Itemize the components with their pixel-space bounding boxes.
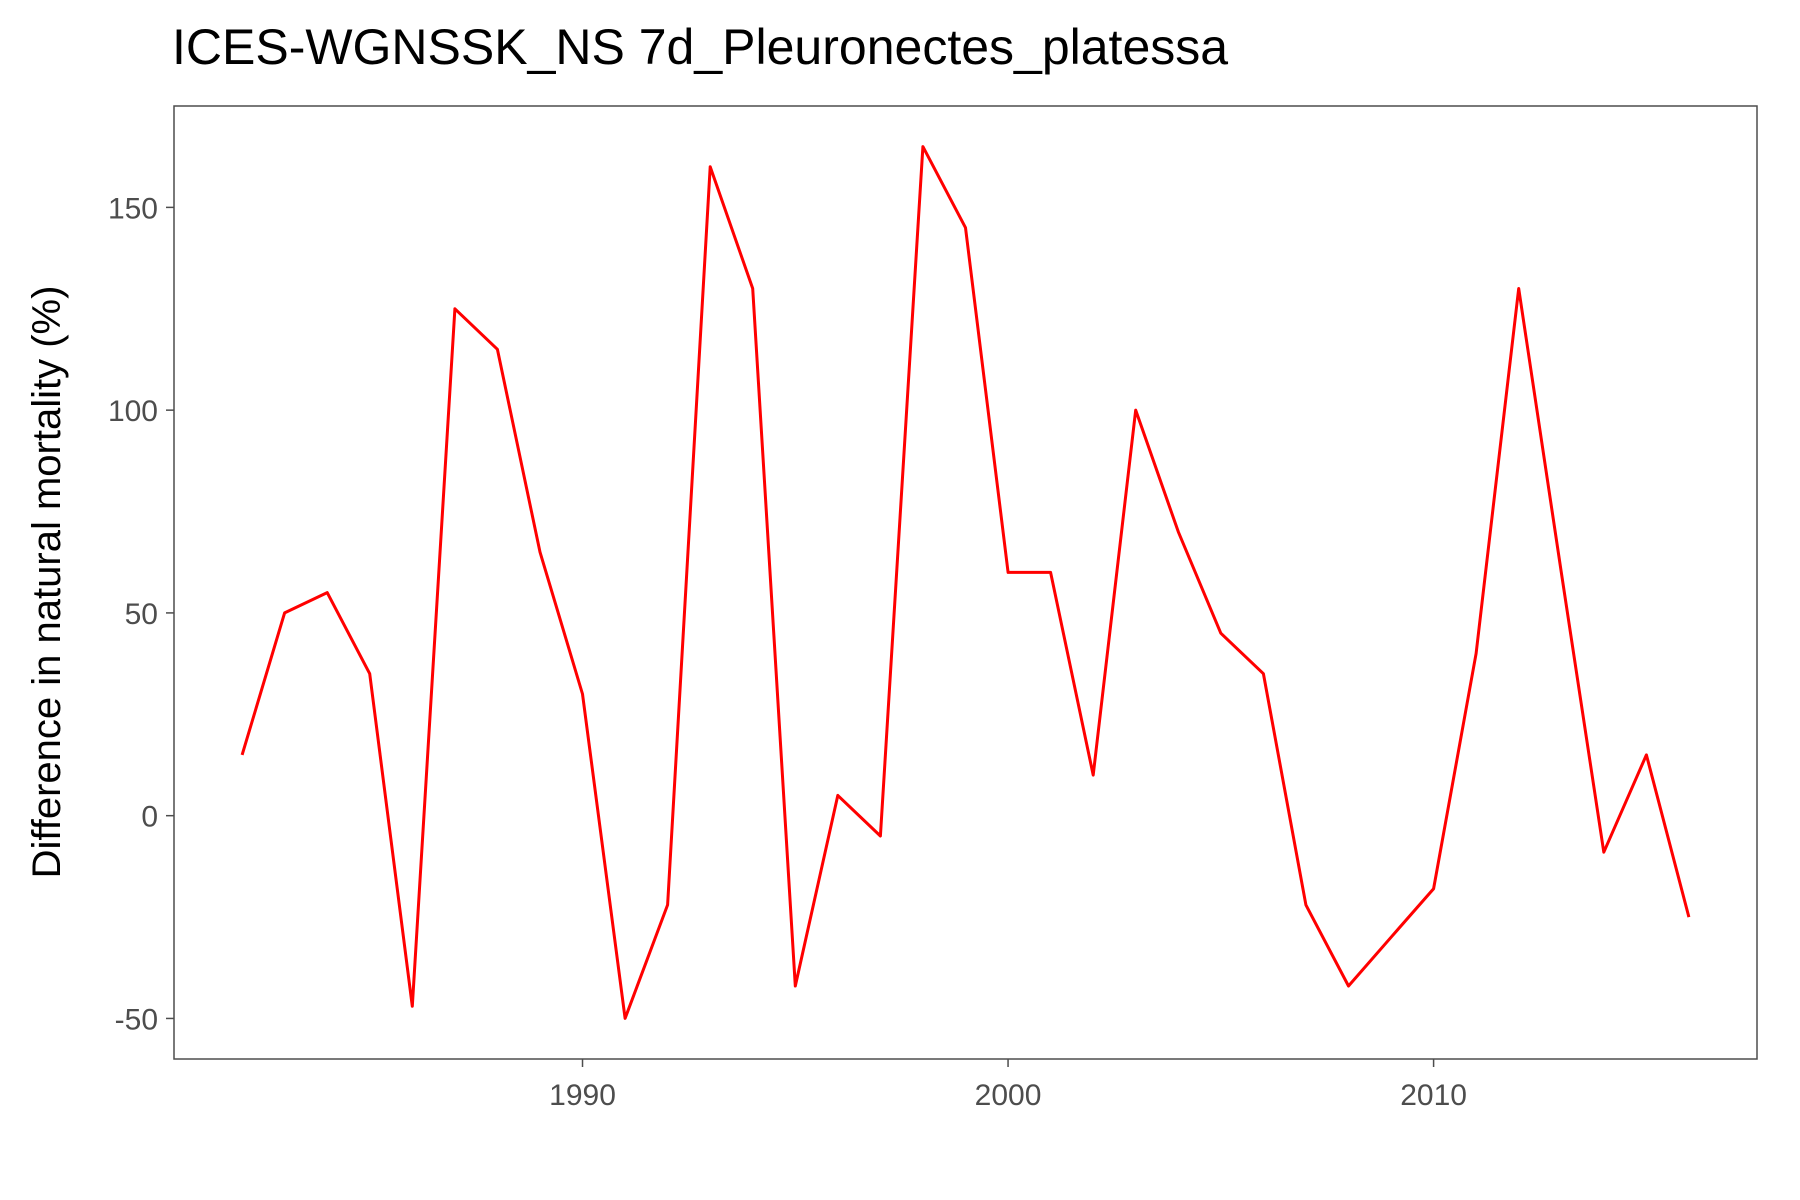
- chart-title: ICES-WGNSSK_NS 7d_Pleuronectes_platessa: [172, 19, 1229, 75]
- y-tick-label: 150: [108, 192, 158, 225]
- x-axis: 1990 2000 2010: [549, 1059, 1467, 1112]
- y-axis-title: Difference in natural mortality (%): [25, 286, 69, 879]
- series-line: [240, 145, 1691, 1020]
- x-tick-label: 2000: [975, 1079, 1042, 1112]
- y-tick-label: 0: [141, 801, 158, 834]
- y-tick-label: 50: [125, 598, 158, 631]
- x-tick-label: 1990: [549, 1079, 616, 1112]
- x-tick-label: 2010: [1400, 1079, 1467, 1112]
- y-axis: -50 0 50 100 150: [108, 192, 174, 1036]
- y-tick-label: 100: [108, 395, 158, 428]
- plot-panel: [173, 105, 1758, 1060]
- series-layer: [240, 145, 1691, 1020]
- y-tick-label: -50: [115, 1003, 158, 1036]
